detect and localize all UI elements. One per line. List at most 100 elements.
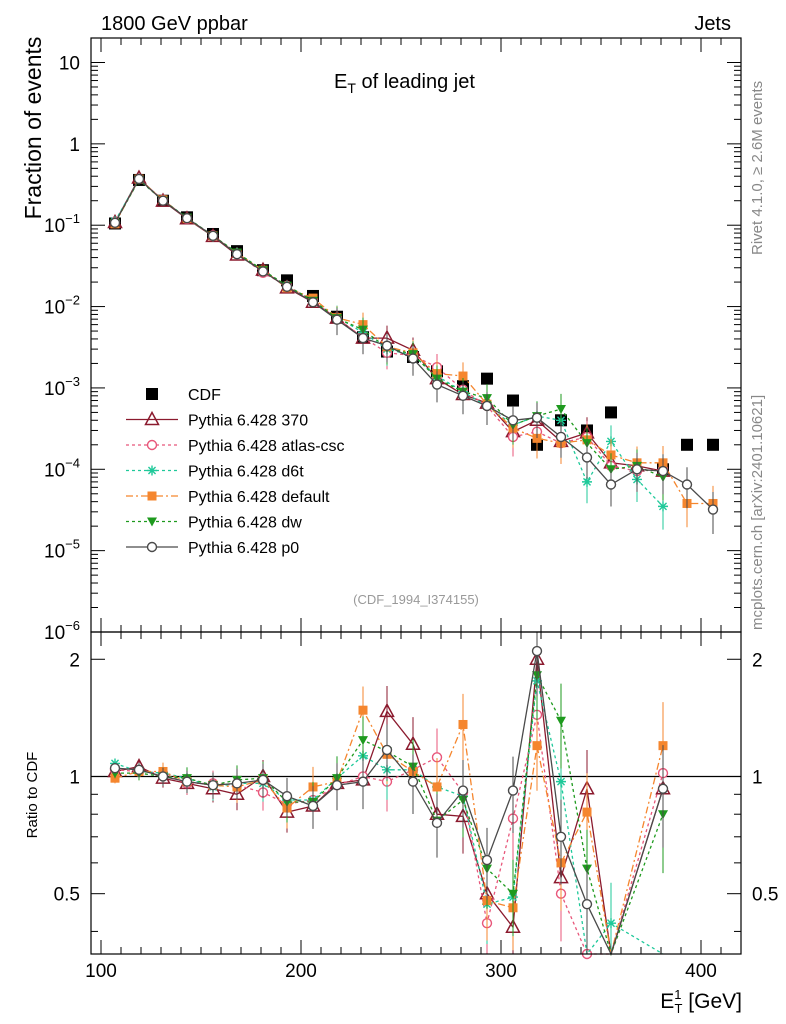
marker-star xyxy=(556,776,566,787)
marker-circle xyxy=(307,297,319,308)
marker-star xyxy=(582,476,592,487)
marker-square xyxy=(582,807,592,817)
side-label-bottom: mcplots.cern.ch [arXiv:2401.10621] xyxy=(749,395,766,630)
marker-circle xyxy=(531,645,543,657)
side-label-top: Rivet 4.1.0, ≥ 2.6M events xyxy=(749,81,766,255)
marker-star xyxy=(658,501,668,512)
y-tick-label: 10−5 xyxy=(44,537,80,563)
ratio-y-tick-label: 1 xyxy=(69,767,80,788)
watermark: (CDF_1994_I374155) xyxy=(353,592,479,607)
ratio-frame xyxy=(90,631,742,955)
marker-circle xyxy=(133,173,145,185)
ratio-ylabel: Ratio to CDF xyxy=(24,752,41,839)
marker-circle xyxy=(357,332,369,344)
y-tick-label: 1 xyxy=(69,135,80,156)
marker-circle xyxy=(133,764,145,776)
y-tick-exponent: −2 xyxy=(65,293,80,308)
y-tick-exponent: −4 xyxy=(65,455,80,470)
marker-circle xyxy=(407,353,419,364)
marker-square xyxy=(432,782,442,792)
marker-star xyxy=(147,465,157,476)
ratio-line xyxy=(114,680,664,956)
marker-circle xyxy=(157,771,169,782)
main-ylabel: Fraction of events xyxy=(20,37,46,220)
marker-circle xyxy=(109,217,121,229)
marker-circle xyxy=(581,898,593,910)
marker-triangle-down xyxy=(556,405,566,415)
marker-circle xyxy=(457,390,469,402)
marker-square xyxy=(707,438,719,451)
marker-triangle-down xyxy=(147,517,157,527)
marker-circle xyxy=(681,479,693,490)
ratio-line xyxy=(115,673,664,957)
y-tick-base: 10 xyxy=(44,298,65,319)
marker-circle xyxy=(481,854,493,866)
marker-triangle-down xyxy=(508,889,518,899)
legend-label: Pythia 6.428 370 xyxy=(188,413,308,430)
series-cdf xyxy=(109,173,719,476)
marker-circle xyxy=(146,541,158,553)
legend-label: Pythia 6.428 p0 xyxy=(188,540,299,557)
ratio-y-tick-label-right: 2 xyxy=(752,650,763,671)
y-tick-exponent: −5 xyxy=(65,537,80,552)
marker-triangle xyxy=(144,410,160,426)
ratio-y-tick-label-right: 1 xyxy=(752,767,763,788)
y-tick-label: 10−4 xyxy=(44,455,80,481)
x-tick-label: 400 xyxy=(685,961,717,982)
marker-square xyxy=(532,433,542,443)
marker-circle xyxy=(231,778,243,789)
marker-circle xyxy=(307,800,319,812)
marker-circle xyxy=(231,249,243,260)
y-tick-exponent: −6 xyxy=(65,618,80,633)
marker-square xyxy=(146,388,158,400)
y-tick-base: 10 xyxy=(44,379,65,400)
marker-circle xyxy=(407,776,419,787)
y-tick-label: 10−3 xyxy=(44,374,80,400)
x-tick-label: 300 xyxy=(485,961,517,982)
main-series-layer xyxy=(107,169,719,534)
marker-circle xyxy=(381,340,393,351)
marker-square xyxy=(481,372,493,385)
marker-circle xyxy=(357,776,369,787)
marker-circle xyxy=(207,779,219,791)
marker-triangle-down xyxy=(358,736,368,746)
marker-circle xyxy=(507,785,519,796)
marker-circle xyxy=(257,774,269,786)
ratio-line xyxy=(114,650,664,956)
marker-circle xyxy=(207,230,219,242)
marker-circle xyxy=(331,779,343,791)
marker-square xyxy=(358,705,368,715)
marker-circle xyxy=(507,415,519,426)
marker-circle xyxy=(181,776,193,787)
marker-circle xyxy=(381,744,393,756)
y-tick-label: 10−1 xyxy=(44,211,80,237)
marker-circle xyxy=(707,504,719,515)
marker-triangle xyxy=(379,702,395,718)
y-tick-label: 10−6 xyxy=(44,618,80,644)
ratio-axes: 2 2 1 1 0.5 0.5 100 200 300 400 xyxy=(54,632,778,982)
marker-circle xyxy=(431,379,443,390)
y-tick-exponent: −1 xyxy=(65,211,80,226)
marker-circle xyxy=(457,785,469,796)
marker-circle xyxy=(331,314,343,325)
x-axis-label: E1 T [GeV] xyxy=(660,987,742,1016)
marker-circle xyxy=(181,212,193,224)
main-title: ET of leading jet xyxy=(334,71,475,96)
x-tick-label: 100 xyxy=(85,961,117,982)
marker-circle xyxy=(555,431,567,443)
marker-circle xyxy=(481,400,493,412)
legend-label: Pythia 6.428 default xyxy=(188,489,330,506)
y-tick-label: 10−2 xyxy=(44,293,80,319)
marker-circle xyxy=(555,831,567,842)
legend: CDF Pythia 6.428 370 Pythia 6.428 atlas-cs… xyxy=(126,387,345,557)
marker-star xyxy=(606,918,616,929)
marker-circle xyxy=(581,452,593,463)
header-left: 1800 GeV ppbar xyxy=(101,13,248,35)
marker-circle xyxy=(531,412,543,423)
marker-triangle-down xyxy=(556,716,566,726)
marker-square xyxy=(458,371,468,381)
marker-circle xyxy=(657,783,669,794)
ratio-line xyxy=(114,708,664,955)
y-tick-label: 10 xyxy=(59,53,80,74)
